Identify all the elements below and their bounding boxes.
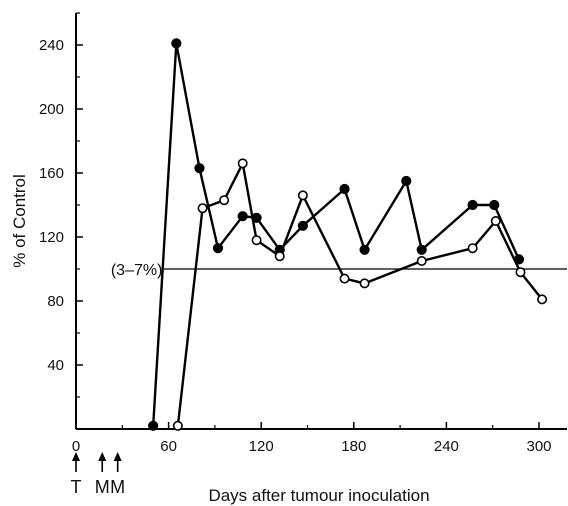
series-1-line (151, 42, 521, 426)
series-2-point (172, 420, 183, 431)
series-1-point (212, 243, 224, 254)
series-1-point (359, 244, 370, 255)
axes: 40 80 120 160 200 240 0 60 120 180 240 300 (39, 12, 567, 455)
series-2-point (219, 195, 230, 206)
series-2-point (515, 267, 526, 278)
series-2-point (197, 203, 208, 214)
event-label: M (110, 477, 125, 497)
x-tick-label: 240 (434, 438, 459, 455)
x-tick-label: 60 (160, 438, 177, 455)
event-label: T (71, 477, 82, 497)
series-1-point (401, 175, 412, 187)
series-2-point (416, 255, 427, 266)
up-arrow-icon (113, 452, 122, 472)
series-1-point (237, 211, 248, 222)
series-1 (148, 38, 525, 431)
series-2-point (237, 158, 248, 169)
y-tick-label: 160 (39, 165, 64, 182)
y-tick-label: 40 (47, 357, 64, 374)
y-ticks: 40 80 120 160 200 240 (39, 12, 83, 398)
series-2-point (359, 278, 370, 289)
series-2-point (537, 294, 548, 305)
series-2-point (297, 190, 308, 201)
arrow-head (72, 452, 80, 461)
series-1-point (467, 199, 478, 211)
up-arrow-icon (72, 452, 80, 472)
series-1-point (339, 183, 350, 195)
series-1-point (416, 244, 427, 255)
y-tick-label: 240 (39, 37, 64, 54)
series-2-point (467, 243, 478, 254)
series-1-point (171, 38, 182, 49)
series-1-point (297, 220, 308, 231)
x-axis-title: Days after tumour inoculation (208, 486, 429, 505)
series-2-line (176, 162, 544, 426)
x-tick-label: 180 (341, 438, 366, 455)
x-tick-label: 120 (249, 438, 274, 455)
event-label: M (95, 477, 110, 497)
reference-line-group: (3–7%) (111, 262, 567, 279)
reference-line-label: (3–7%) (111, 262, 163, 279)
up-arrow-icon (98, 452, 107, 472)
series-1-point (489, 199, 500, 211)
x-ticks: 0 60 120 180 240 300 (72, 422, 552, 455)
arrow-head (98, 452, 107, 461)
y-tick-label: 200 (39, 101, 64, 118)
x-tick-label: 300 (526, 438, 551, 455)
series-layer (148, 38, 548, 431)
series-1-point (148, 420, 159, 431)
series-2 (172, 158, 548, 431)
y-axis-title: % of Control (10, 174, 29, 268)
series-2-point (274, 251, 285, 262)
series-2-point (490, 216, 501, 227)
arrow-head (113, 452, 122, 461)
y-tick-label: 80 (47, 293, 64, 310)
x-tick-label: 0 (72, 438, 80, 455)
y-tick-label: 120 (39, 229, 64, 246)
series-2-point (339, 273, 350, 284)
series-1-point (194, 163, 205, 174)
series-2-point (251, 235, 262, 246)
